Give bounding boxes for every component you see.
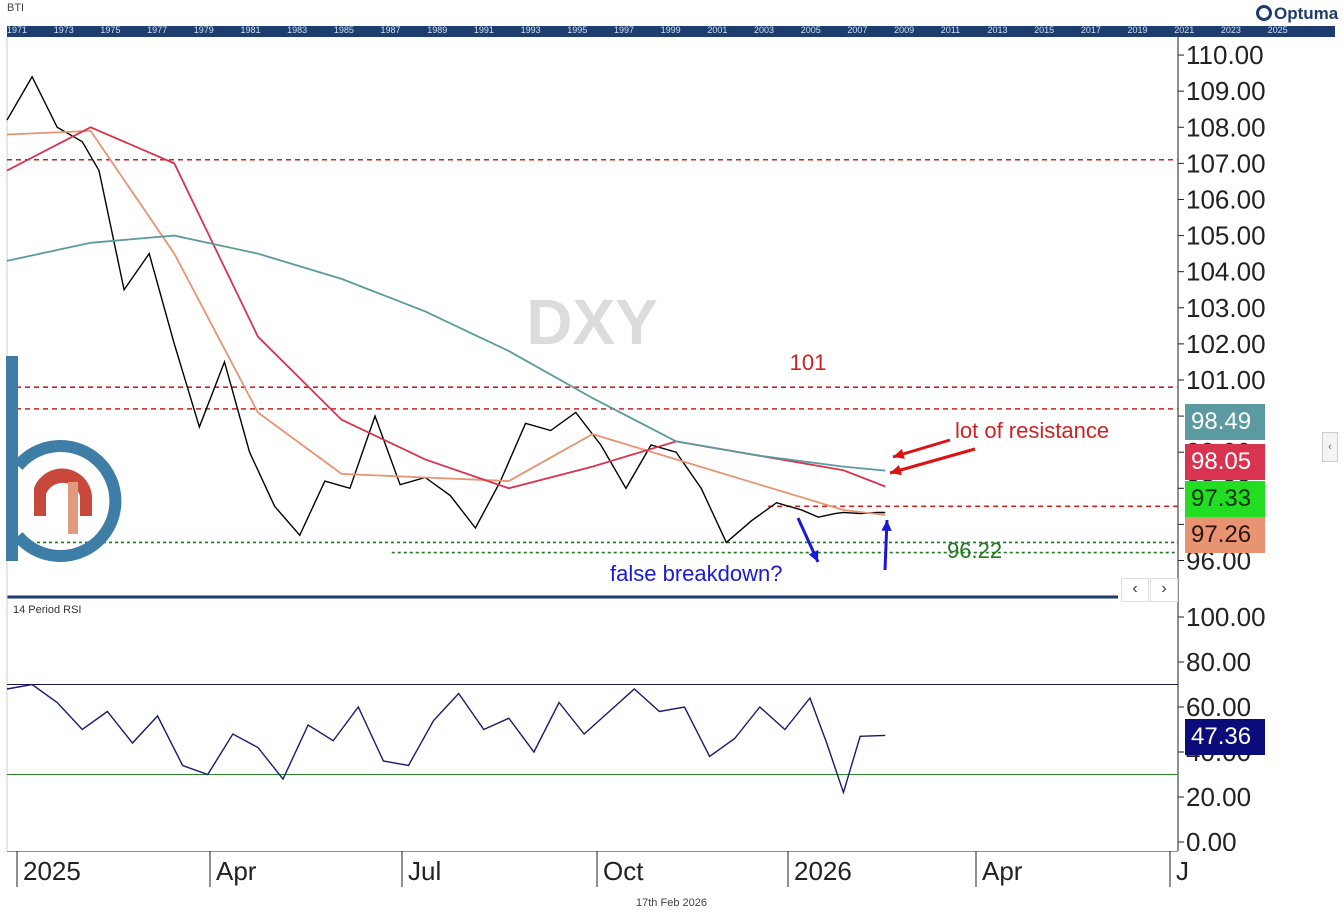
time-tick-label: Apr [216,856,257,886]
scroll-right-button[interactable]: › [1150,578,1178,602]
overview-strip[interactable]: 1971 1973 1975 1977 1979 1981 1983 1985 1987 1989… [7,26,1335,37]
resistance-arrow-lower-icon [889,447,976,475]
overview-year-label: 1993 [520,26,541,35]
overview-year-label: 1997 [613,26,634,35]
overview-year-label: 1979 [193,26,214,35]
series-line [6,129,886,516]
rsi-tick-label: 60.00 [1186,692,1251,722]
overview-year-label: 2009 [894,26,915,35]
price-tick-label: 110.00 [1186,40,1264,70]
brand-logo: Optuma [1256,4,1338,24]
price-tick-label: 102.00 [1186,329,1266,359]
overview-year-label: 2001 [707,26,728,35]
price-tick-label: 107.00 [1186,148,1266,178]
top-bar [0,0,1343,26]
time-tick-label: Jul [408,856,441,886]
breakdown-arrow-icon-head [808,550,819,562]
overview-year-label: 2013 [987,26,1008,35]
rsi-tick-label: 100.00 [1186,602,1266,632]
overview-year-label: 2019 [1127,26,1148,35]
rsi-tick-label: 20.00 [1186,782,1251,812]
series-line [6,75,886,544]
rsi-tick-label: 0.00 [1186,827,1237,851]
watermark-logo-icon [6,356,122,562]
resistance-arrow-upper-icon-head [893,448,905,459]
overview-year-label: 1985 [333,26,354,35]
ticker-watermark: DXY [526,286,658,358]
annotation-resistance: lot of resistance [955,418,1109,443]
value-tag-rsi: 47.36 [1185,719,1265,755]
time-tick-label: 2026 [794,856,852,886]
overview-year-label: 2017 [1080,26,1101,35]
time-tick-label: Apr [982,856,1023,886]
annotation-support: 96.22 [947,538,1002,563]
scroll-left-button[interactable]: ‹ [1121,578,1149,602]
overview-year-label: 1991 [473,26,494,35]
rsi-tick-label: 80.00 [1186,647,1251,677]
time-tick-label: J [1176,856,1189,886]
footer-date: 17th Feb 2026 [636,897,707,909]
brand-name: Optuma [1274,4,1339,23]
price-tick-label: 108.00 [1186,112,1266,142]
overview-year-label: 2005 [800,26,821,35]
overview-year-label: 1971 [7,26,28,35]
overview-year-label: 1987 [380,26,401,35]
annotation-101: 101 [790,350,827,375]
value-tag-close: 97.33 [1185,481,1265,517]
overview-year-label: 2023 [1220,26,1241,35]
price-tick-label: 106.00 [1186,184,1266,214]
overview-year-label: 2007 [847,26,868,35]
time-axis: 2025 Apr Jul Oct 2026 Apr J [7,851,1189,887]
side-panel-toggle[interactable]: ‹ [1322,432,1338,462]
overview-year-label: 2015 [1034,26,1055,35]
overview-year-label: 1975 [100,26,121,35]
resistance-arrow-lower-icon-head [890,465,902,476]
overview-year-label: 2003 [754,26,775,35]
rsi-series-line [6,683,886,795]
time-tick-label: Oct [603,856,644,886]
value-tag-medium-ma: 98.05 [1185,444,1265,480]
overview-year-ticks: 1971 1973 1975 1977 1979 1981 1983 1985 1987 1989… [7,26,1314,35]
ticker-label: BTI [7,2,25,14]
overview-year-label: 1983 [287,26,308,35]
series-line [6,126,886,490]
overview-year-label: 2011 [940,26,961,35]
overview-year-label: 1995 [567,26,588,35]
overview-year-label: 1981 [240,26,261,35]
series-line [6,234,886,472]
annotation-false-breakdown: false breakdown? [610,561,782,586]
rebound-arrow-icon-head [881,520,892,532]
value-tag-long-ma: 98.49 [1185,404,1265,440]
price-tick-label: 103.00 [1186,293,1266,323]
overview-year-label: 1973 [53,26,74,35]
price-tick-label: 109.00 [1186,76,1266,106]
price-tick-label: 104.00 [1186,257,1266,287]
overview-year-label: 1999 [660,26,681,35]
rsi-title: 14 Period RSI [13,604,82,616]
overview-year-label: 2021 [1174,26,1195,35]
price-chart[interactable]: 110.00 109.00 108.00 107.00 106.00 105.00 104.… [0,37,1343,599]
price-tick-label: 101.00 [1186,365,1266,395]
overview-year-label: 1977 [147,26,168,35]
overview-year-label: 2025 [1267,26,1288,35]
time-tick-label: 2025 [23,856,81,886]
optuma-logo-icon [1256,5,1272,21]
value-tag-short-ma: 97.26 [1185,517,1265,553]
overview-year-label: 1989 [427,26,448,35]
price-tick-label: 105.00 [1186,221,1266,251]
